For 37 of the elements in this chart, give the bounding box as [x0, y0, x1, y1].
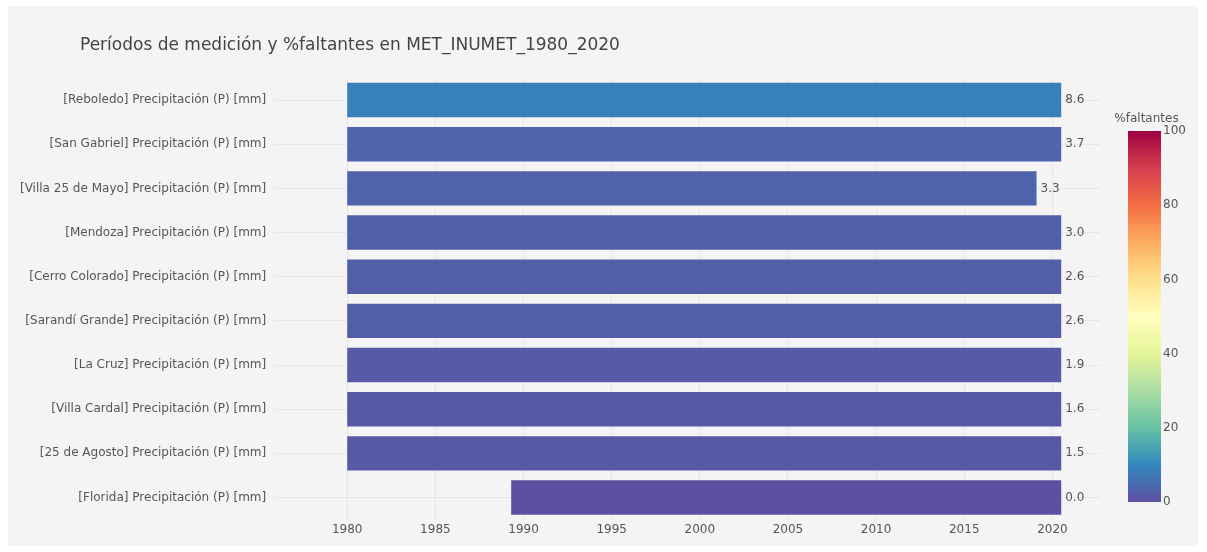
color-bar-label: 20 [1163, 419, 1179, 434]
color-bar-label: 80 [1163, 197, 1179, 212]
x-tick-label: 2015 [948, 521, 980, 536]
y-tick-label: [Mendoza] Precipitación (P) [mm] [65, 224, 267, 239]
annotation: 1.9 [1065, 357, 1085, 372]
annotation: 3.0 [1065, 224, 1085, 239]
y-tick-label: [Florida] Precipitación (P) [mm] [78, 489, 267, 504]
y-tick-label: [25 de Agosto] Precipitación (P) [mm] [39, 445, 267, 460]
y-tick-label: [La Cruz] Precipitación (P) [mm] [74, 357, 267, 372]
color-bar-label: 100 [1163, 123, 1186, 138]
x-tick-label: 2020 [1037, 521, 1068, 536]
x-tick-label: 1990 [508, 521, 539, 536]
x-tick-label: 1985 [420, 521, 451, 536]
annotation: 1.5 [1065, 445, 1085, 460]
chart-title: Períodos de medición y %faltantes en MET_INUMET_1980_2020 [80, 34, 620, 54]
annotation: 3.7 [1065, 136, 1085, 151]
color-bar-label: 40 [1163, 345, 1179, 360]
annotation: 8.6 [1065, 92, 1085, 107]
color-bar-label: 60 [1163, 271, 1179, 286]
annotation: 2.6 [1065, 268, 1085, 283]
x-tick-label: 2000 [684, 521, 716, 536]
annotation: 1.6 [1065, 401, 1085, 416]
x-tick-label: 1980 [331, 521, 363, 536]
annotation: 3.3 [1040, 180, 1060, 195]
annotation: 2.6 [1065, 313, 1085, 328]
color-bar-label: 0 [1163, 494, 1171, 509]
x-tick-label: 2005 [772, 521, 804, 536]
annotation: 0.0 [1065, 489, 1085, 504]
x-tick-label: 2010 [860, 521, 892, 536]
y-tick-label: [Cerro Colorado] Precipitación (P) [mm] [29, 268, 267, 283]
y-tick-label: [Villa 25 de Mayo] Precipitación (P) [mm] [19, 180, 267, 195]
y-tick-label: [San Gabriel] Precipitación (P) [mm] [49, 136, 267, 151]
y-tick-label: [Sarandí Grande] Precipitación (P) [mm] [25, 313, 267, 328]
y-tick-label: [Reboledo] Precipitación (P) [mm] [63, 92, 267, 107]
x-tick-label: 1995 [596, 521, 627, 536]
color-bar-title: %faltantes [1114, 111, 1179, 126]
y-tick-label: [Villa Cardal] Precipitación (P) [mm] [51, 401, 267, 416]
